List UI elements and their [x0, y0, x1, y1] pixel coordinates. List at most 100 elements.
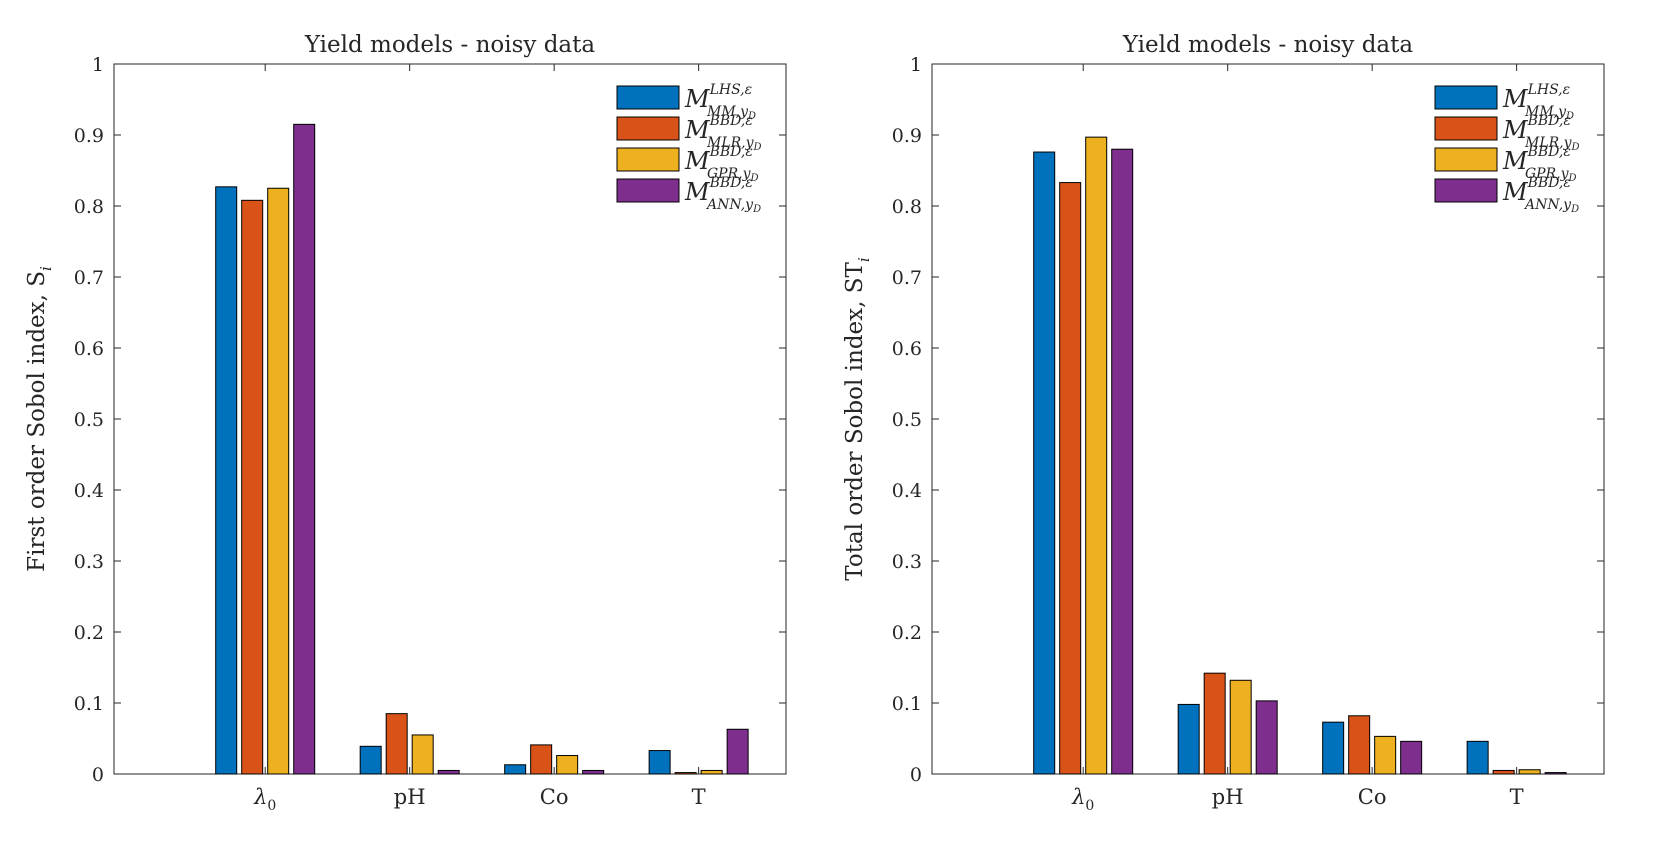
legend-entry-1: MLHS,ε MM,yD	[684, 82, 756, 122]
chart-title: Yield models - noisy data	[304, 32, 595, 58]
legend-subscript: MM,y	[1524, 104, 1567, 120]
legend-subsubscript: D	[1565, 111, 1574, 122]
y-tick-label: 0.4	[892, 480, 922, 502]
legend-script-letter: M	[684, 116, 711, 144]
legend-superscript: BBD,ε	[1527, 175, 1571, 191]
legend-superscript: BBD,ε	[1527, 113, 1571, 129]
legend-entry-4: MBBD,ε ANN,yD	[684, 175, 761, 215]
bar-series-4-T	[726, 728, 749, 775]
legend-subscript: MM,y	[706, 104, 749, 120]
bar-series-2-λ0	[241, 199, 264, 775]
legend-script-letter: M	[1502, 116, 1529, 144]
bar-series-3-λ0	[267, 187, 290, 775]
legend-swatch-2	[616, 116, 680, 141]
legend-script-letter: M	[1502, 85, 1529, 113]
legend-script-letter: M	[1502, 147, 1529, 175]
x-tick-label-subscript: 0	[1085, 798, 1094, 814]
legend-entry-2: MBBD,ε MLR,yD	[684, 113, 762, 153]
legend-subscript: ANN,y	[1523, 197, 1572, 213]
x-tick-label-lambda: λ	[253, 785, 267, 809]
legend-subsubscript: D	[747, 111, 756, 122]
bar-series-2-Co	[1348, 715, 1371, 775]
bar-series-3-pH	[411, 734, 434, 775]
bar-series-4-λ0	[1111, 148, 1134, 775]
legend-superscript: BBD,ε	[1527, 144, 1571, 160]
bar-series-3-Co	[556, 755, 579, 775]
y-tick-label: 0.7	[74, 267, 104, 289]
bar-series-2-pH	[385, 713, 408, 775]
bar-series-2-λ0	[1059, 182, 1082, 775]
bar-series-4-λ0	[293, 123, 316, 775]
bar-series-1-T	[1466, 740, 1489, 775]
y-axis-label: Total order Sobol index, STi	[842, 257, 873, 581]
x-tick-label: Co	[540, 785, 569, 809]
legend-swatch-2	[1434, 116, 1498, 141]
y-tick-label: 0.3	[74, 551, 104, 573]
y-axis-label-subscript: i	[37, 266, 55, 271]
y-tick-label: 1	[910, 54, 922, 76]
legend-subsubscript: D	[753, 142, 762, 153]
bar-series-4-Co	[582, 769, 605, 775]
legend-swatch-4	[616, 178, 680, 203]
y-tick-label: 0.8	[892, 196, 922, 218]
bar-series-1-Co	[504, 764, 527, 775]
x-tick-label-lambda: λ	[1071, 785, 1085, 809]
legend-swatch-1	[616, 85, 680, 110]
bar-series-3-T	[700, 769, 723, 775]
bar-series-3-λ0	[1085, 136, 1108, 775]
legend-subsubscript: D	[1568, 173, 1577, 184]
legend-script-letter: M	[1502, 178, 1529, 206]
legend-entry-4: MBBD,ε ANN,yD	[1502, 175, 1579, 215]
y-tick-label: 0.9	[74, 125, 104, 147]
chart-title: Yield models - noisy data	[1122, 32, 1413, 58]
x-tick-label: λ0	[1071, 785, 1094, 814]
legend-entry-3: MBBD,ε GPR,yD	[684, 144, 759, 184]
legend-subsubscript: D	[1571, 142, 1580, 153]
legend-subscript: MLR,y	[706, 135, 755, 151]
legend-subsubscript: D	[750, 173, 759, 184]
chart-panel-first-order: Yield models - noisy data 0 0.1 0.2 0.3 0.4 0.…	[24, 32, 787, 814]
y-tick-label: 0	[92, 764, 104, 786]
y-tick-label: 0.1	[892, 693, 922, 715]
chart-panel-total-order: Yield models - noisy data 0 0.1 0.2 0.3 0.4 0.…	[842, 32, 1605, 814]
x-tick-label-subscript: 0	[267, 798, 276, 814]
bar-series-4-T	[1544, 772, 1567, 775]
y-tick-label: 0.5	[74, 409, 104, 431]
y-tick-label: 0.6	[892, 338, 922, 360]
y-tick-label: 0.6	[74, 338, 104, 360]
legend-subscript: GPR,y	[707, 166, 752, 182]
legend-superscript: BBD,ε	[709, 113, 753, 129]
y-tick-label: 0.7	[892, 267, 922, 289]
bar-series-2-Co	[530, 744, 553, 775]
bar-series-2-pH	[1203, 672, 1226, 775]
legend-entry-1: MLHS,ε MM,yD	[1502, 82, 1574, 122]
bar-series-1-λ0	[215, 186, 238, 775]
legend-swatch-4	[1434, 178, 1498, 203]
legend-script-letter: M	[684, 85, 711, 113]
bar-series-4-Co	[1400, 740, 1423, 775]
legend-subsubscript: D	[1570, 204, 1579, 215]
x-tick-label: λ0	[253, 785, 276, 814]
x-tick-label: Co	[1358, 785, 1387, 809]
y-axis-label-text: Total order Sobol index, ST	[842, 261, 868, 580]
legend-superscript: LHS,ε	[1527, 82, 1571, 98]
x-tick-label: pH	[394, 785, 426, 809]
legend-swatch-3	[1434, 147, 1498, 172]
bar-series-1-T	[648, 750, 671, 775]
y-tick-label: 0.3	[892, 551, 922, 573]
y-tick-label: 0.2	[74, 622, 104, 644]
legend-entry-3: MBBD,ε GPR,yD	[1502, 144, 1577, 184]
y-tick-label: 0.1	[74, 693, 104, 715]
x-tick-label: T	[692, 785, 706, 809]
y-tick-label: 0	[910, 764, 922, 786]
x-tick-label: pH	[1212, 785, 1244, 809]
y-tick-label: 0.8	[74, 196, 104, 218]
y-tick-label: 0.9	[892, 125, 922, 147]
bar-series-4-pH	[1255, 700, 1278, 775]
legend-subscript: MLR,y	[1524, 135, 1573, 151]
y-axis-label: First order Sobol index, Si	[24, 266, 55, 572]
legend-superscript: BBD,ε	[709, 144, 753, 160]
legend-script-letter: M	[684, 178, 711, 206]
legend-subscript: ANN,y	[705, 197, 754, 213]
